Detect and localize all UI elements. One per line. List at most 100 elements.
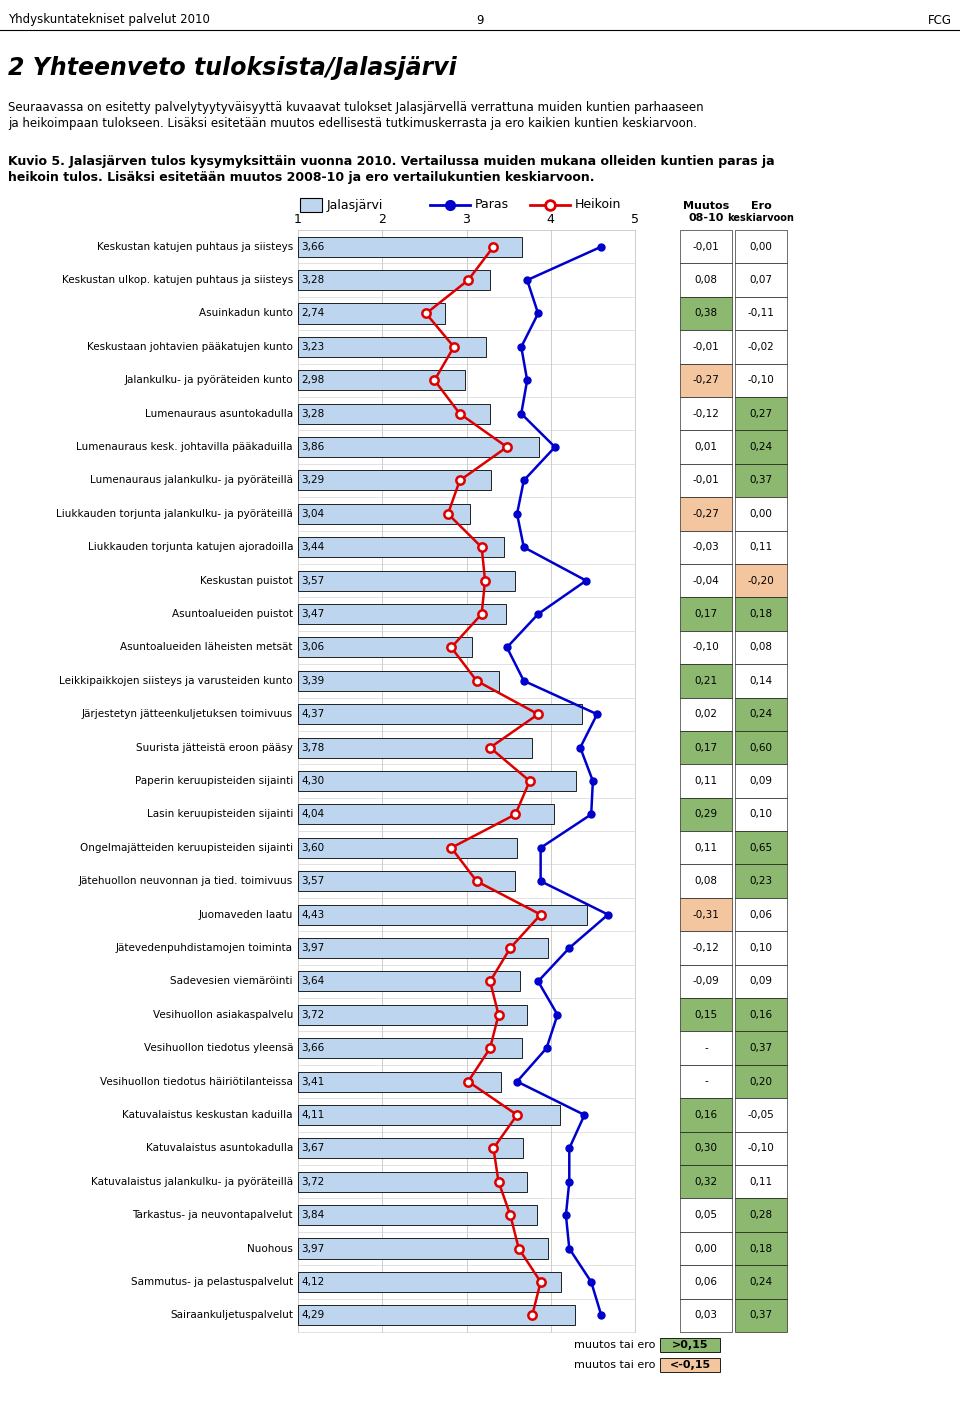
Text: 2: 2	[378, 212, 386, 227]
Bar	[680, 664, 732, 698]
Text: 4,12: 4,12	[301, 1278, 324, 1287]
Text: Tarkastus- ja neuvontapalvelut: Tarkastus- ja neuvontapalvelut	[132, 1210, 293, 1220]
Bar	[298, 504, 469, 523]
Text: 0,08: 0,08	[750, 643, 773, 653]
Text: 0,23: 0,23	[750, 877, 773, 886]
Bar	[300, 198, 322, 212]
Text: -0,27: -0,27	[692, 376, 719, 386]
Bar	[735, 1265, 787, 1299]
Bar	[298, 1272, 561, 1292]
Bar	[680, 1299, 732, 1332]
Bar	[298, 1206, 538, 1225]
Bar	[680, 965, 732, 998]
Bar	[735, 698, 787, 730]
Bar	[735, 464, 787, 497]
Text: Seuraavassa on esitetty palvelytyytyväisyyttä kuvaavat tulokset Jalasjärvellä ve: Seuraavassa on esitetty palvelytyytyväis…	[8, 101, 704, 114]
Text: 0,15: 0,15	[694, 1010, 717, 1020]
Bar	[735, 497, 787, 530]
Text: Heikoin: Heikoin	[575, 198, 621, 211]
Bar	[735, 832, 787, 864]
Text: 4,04: 4,04	[301, 809, 324, 819]
Bar	[680, 1165, 732, 1199]
Text: -0,20: -0,20	[748, 575, 775, 585]
Bar	[735, 363, 787, 397]
Text: Asuntoalueiden puistot: Asuntoalueiden puistot	[172, 609, 293, 619]
Text: 3,29: 3,29	[301, 476, 324, 485]
Bar	[298, 805, 554, 825]
Text: Keskustan puistot: Keskustan puistot	[201, 575, 293, 585]
Text: Asuntoalueiden läheisten metsät: Asuntoalueiden läheisten metsät	[121, 643, 293, 653]
Text: 0,16: 0,16	[750, 1010, 773, 1020]
Text: Paperin keruupisteiden sijainti: Paperin keruupisteiden sijainti	[134, 777, 293, 787]
Bar	[680, 1131, 732, 1165]
Text: 0,30: 0,30	[694, 1144, 717, 1154]
Bar	[735, 931, 787, 965]
Text: 3,78: 3,78	[301, 743, 324, 753]
Bar	[735, 1199, 787, 1231]
Text: 3,97: 3,97	[301, 1244, 324, 1254]
Text: 0,14: 0,14	[750, 675, 773, 685]
Text: Jalankulku- ja pyöräteiden kunto: Jalankulku- ja pyöräteiden kunto	[125, 376, 293, 386]
Bar	[735, 1231, 787, 1265]
Text: 4,37: 4,37	[301, 709, 324, 719]
Bar	[680, 864, 732, 898]
Bar	[735, 431, 787, 464]
Bar	[680, 1031, 732, 1065]
Bar	[298, 1104, 560, 1126]
Bar	[735, 1299, 787, 1332]
Text: 5: 5	[631, 212, 639, 227]
Text: 0,11: 0,11	[750, 1176, 773, 1186]
Bar	[298, 1038, 522, 1058]
Text: 4,43: 4,43	[301, 909, 324, 920]
Bar	[680, 798, 732, 832]
Text: 0,16: 0,16	[694, 1110, 717, 1120]
Bar	[680, 1199, 732, 1231]
Text: 0,08: 0,08	[694, 276, 717, 286]
Text: 0,17: 0,17	[694, 743, 717, 753]
Text: 0,11: 0,11	[694, 843, 717, 853]
Bar	[680, 1265, 732, 1299]
Bar	[735, 898, 787, 931]
Text: Asuinkadun kunto: Asuinkadun kunto	[199, 308, 293, 318]
Text: Lumenauraus jalankulku- ja pyöräteillä: Lumenauraus jalankulku- ja pyöräteillä	[90, 476, 293, 485]
Text: 4,30: 4,30	[301, 777, 324, 787]
Text: 3,97: 3,97	[301, 943, 324, 953]
Text: Suurista jätteistä eroon pääsy: Suurista jätteistä eroon pääsy	[136, 743, 293, 753]
Bar	[680, 1231, 732, 1265]
Text: 0,17: 0,17	[694, 609, 717, 619]
Bar	[298, 537, 504, 557]
Text: 3,86: 3,86	[301, 442, 324, 452]
Bar	[680, 363, 732, 397]
Bar	[735, 1165, 787, 1199]
Text: -0,10: -0,10	[692, 643, 719, 653]
Text: 0,24: 0,24	[750, 442, 773, 452]
Bar	[735, 965, 787, 998]
Bar	[680, 630, 732, 664]
Bar	[298, 938, 548, 958]
Bar	[298, 236, 522, 256]
Bar	[298, 1238, 548, 1258]
Text: Liukkauden torjunta katujen ajoradoilla: Liukkauden torjunta katujen ajoradoilla	[87, 542, 293, 552]
Text: muutos tai ero: muutos tai ero	[574, 1339, 655, 1349]
Bar	[680, 331, 732, 363]
Bar	[298, 737, 532, 757]
Text: Keskustan ulkop. katujen puhtaus ja siisteys: Keskustan ulkop. katujen puhtaus ja siis…	[61, 276, 293, 286]
Bar	[680, 998, 732, 1031]
Bar	[735, 664, 787, 698]
Bar	[298, 871, 515, 891]
Text: 3,84: 3,84	[301, 1210, 324, 1220]
Text: -0,01: -0,01	[692, 476, 719, 485]
Text: 0,18: 0,18	[750, 1244, 773, 1254]
Bar	[680, 263, 732, 297]
Bar	[680, 229, 732, 263]
Text: 0,29: 0,29	[694, 809, 717, 819]
Text: Sadevesien viemäröinti: Sadevesien viemäröinti	[171, 976, 293, 986]
Text: -0,02: -0,02	[748, 342, 775, 352]
Bar	[298, 270, 491, 290]
Text: 3,72: 3,72	[301, 1176, 324, 1186]
Text: 3,04: 3,04	[301, 509, 324, 519]
Bar	[298, 571, 515, 591]
Text: Jalasjärvi: Jalasjärvi	[327, 198, 383, 211]
Text: 0,24: 0,24	[750, 1278, 773, 1287]
Bar	[680, 497, 732, 530]
